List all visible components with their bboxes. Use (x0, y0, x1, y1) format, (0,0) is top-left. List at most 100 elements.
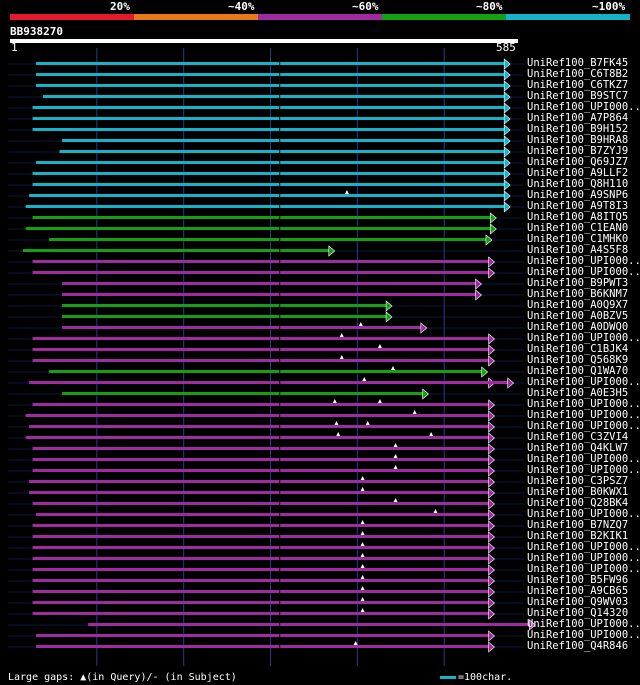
hit-subject-gap (279, 183, 281, 186)
hit-label[interactable]: UniRef100_UPI000... (527, 420, 640, 432)
query-gap-marker (360, 542, 365, 546)
hit-label[interactable]: UniRef100_B9STC7 (527, 90, 629, 102)
hit-label[interactable]: UniRef100_Q28BK4 (527, 497, 629, 509)
hit-bar (42, 95, 506, 98)
hit-label[interactable]: UniRef100_A4S5F8 (527, 244, 629, 256)
hit-label[interactable]: UniRef100_C1MHK0 (527, 233, 629, 245)
hit-label[interactable]: UniRef100_B7NZQ7 (527, 519, 629, 531)
hit-subject-gap (279, 370, 281, 373)
hit-label[interactable]: UniRef100_A9LLF2 (527, 167, 629, 179)
query-gap-marker (344, 190, 349, 194)
hit-bar (32, 359, 490, 362)
hit-label[interactable]: UniRef100_UPI000... (527, 453, 640, 465)
hit-bar (32, 271, 490, 274)
hit-label[interactable]: UniRef100_Q1WA70 (527, 365, 629, 377)
hit-label[interactable]: UniRef100_UPI000... (527, 409, 640, 421)
hit-label[interactable]: UniRef100_C6T8B2 (527, 68, 629, 80)
hit-label[interactable]: UniRef100_C3ZVI4 (527, 431, 629, 443)
hit-bar (59, 150, 506, 153)
scale-text: =100char. (458, 672, 513, 683)
hit-label[interactable]: UniRef100_Q9WV03 (527, 596, 629, 608)
hit-arrowhead (503, 102, 511, 114)
query-end-label: 585 (496, 41, 516, 54)
hit-arrowhead (488, 267, 496, 279)
color-bar-100 (506, 14, 630, 20)
hit-label[interactable]: UniRef100_A9T8I3 (527, 200, 629, 212)
hit-label[interactable]: UniRef100_A0DWQ0 (527, 321, 629, 333)
hit-label[interactable]: UniRef100_Q69JZ7 (527, 156, 629, 168)
hit-bar (36, 73, 506, 76)
hit-label[interactable]: UniRef100_UPI000... (527, 541, 640, 553)
hit-arrowhead (488, 355, 496, 367)
hit-label[interactable]: UniRef100_B5FW96 (527, 574, 629, 586)
hit-arrowhead (503, 168, 511, 180)
hit-bar (32, 612, 490, 615)
hit-label[interactable]: UniRef100_UPI000... (527, 563, 640, 575)
hit-label[interactable]: UniRef100_B9HRA8 (527, 134, 629, 146)
hit-bar (62, 282, 477, 285)
hit-label[interactable]: UniRef100_A0Q9X7 (527, 299, 629, 311)
hit-subject-gap (279, 139, 281, 142)
query-gap-marker (360, 476, 365, 480)
hit-label[interactable]: UniRef100_UPI000... (527, 508, 640, 520)
hit-label[interactable]: UniRef100_UPI000... (527, 629, 640, 641)
hit-subject-gap (279, 480, 281, 483)
hit-label[interactable]: UniRef100_A9SNP6 (527, 189, 629, 201)
hit-label[interactable]: UniRef100_Q4R846 (527, 640, 629, 652)
hit-label[interactable]: UniRef100_B9PWT3 (527, 277, 629, 289)
hit-bar (32, 117, 506, 120)
hit-bar (62, 315, 388, 318)
hit-label[interactable]: UniRef100_Q568K9 (527, 354, 629, 366)
hit-label[interactable]: UniRef100_A9CB65 (527, 585, 629, 597)
pct-label-80: ~80% (476, 0, 503, 13)
color-bar-80 (382, 14, 506, 20)
hit-subject-gap (279, 535, 281, 538)
hit-label[interactable]: UniRef100_B2KIK1 (527, 530, 629, 542)
hit-label[interactable]: UniRef100_Q8H110 (527, 178, 629, 190)
hit-subject-gap (279, 392, 281, 395)
hit-label[interactable]: UniRef100_UPI000... (527, 101, 640, 113)
hit-label[interactable]: UniRef100_A7P864 (527, 112, 629, 124)
hit-bar (36, 161, 506, 164)
hit-label[interactable]: UniRef100_B7FK45 (527, 57, 629, 69)
hit-arrowhead (488, 256, 496, 268)
query-gap-marker (393, 498, 398, 502)
hit-arrowhead (488, 344, 496, 356)
hit-label[interactable]: UniRef100_B9H152 (527, 123, 629, 135)
hit-label[interactable]: UniRef100_UPI000... (527, 398, 640, 410)
hit-label[interactable]: UniRef100_UPI000... (527, 618, 640, 630)
hit-subject-gap (279, 403, 281, 406)
hit-label[interactable]: UniRef100_A0BZV5 (527, 310, 629, 322)
hit-label[interactable]: UniRef100_UPI000... (527, 376, 640, 388)
hit-bar (32, 524, 490, 527)
hit-bar (32, 447, 490, 450)
hit-label[interactable]: UniRef100_A8ITQ5 (527, 211, 629, 223)
hit-bar (32, 502, 490, 505)
hit-label[interactable]: UniRef100_C1BJK4 (527, 343, 629, 355)
hit-label[interactable]: UniRef100_UPI000... (527, 552, 640, 564)
hit-label[interactable]: UniRef100_B0KWX1 (527, 486, 629, 498)
hit-label[interactable]: UniRef100_C3PSZ7 (527, 475, 629, 487)
query-id: BB938270 (10, 25, 63, 38)
hit-bar (32, 557, 490, 560)
hit-label[interactable]: UniRef100_B6KNM7 (527, 288, 629, 300)
query-start-label: 1 (11, 41, 18, 54)
hit-label[interactable]: UniRef100_UPI000... (527, 332, 640, 344)
hit-label[interactable]: UniRef100_Q4KLW7 (527, 442, 629, 454)
hit-label[interactable]: UniRef100_C6TKZ7 (527, 79, 629, 91)
hit-label[interactable]: UniRef100_A0E3H5 (527, 387, 629, 399)
hit-label[interactable]: UniRef100_UPI000... (527, 255, 640, 267)
hit-label[interactable]: UniRef100_UPI000... (527, 464, 640, 476)
query-gap-marker (353, 641, 358, 645)
hit-bar (32, 128, 506, 131)
hit-label[interactable]: UniRef100_Q14320 (527, 607, 629, 619)
hit-subject-gap (279, 359, 281, 362)
hit-bar (29, 480, 490, 483)
hit-label[interactable]: UniRef100_C1EAN0 (527, 222, 629, 234)
hit-bar (32, 216, 492, 219)
hit-label[interactable]: UniRef100_UPI000... (527, 266, 640, 278)
hit-label[interactable]: UniRef100_B7ZYJ9 (527, 145, 629, 157)
hit-bar (32, 458, 490, 461)
hit-subject-gap (279, 249, 281, 252)
query-gap-marker (393, 465, 398, 469)
